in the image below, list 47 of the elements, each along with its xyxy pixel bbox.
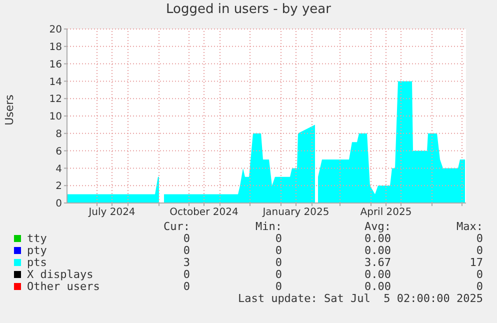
text: 3.67 bbox=[364, 256, 391, 269]
text: 0 bbox=[183, 268, 190, 281]
legend-label: Other users bbox=[27, 280, 100, 293]
x-tick-label: January 2025 bbox=[262, 207, 330, 218]
y-tick-label: 4 bbox=[56, 164, 62, 175]
text: Cur: bbox=[164, 220, 190, 233]
text: 0.00 bbox=[364, 232, 391, 245]
legend-label: X displays bbox=[27, 268, 94, 281]
y-tick-label: 2 bbox=[56, 181, 62, 192]
y-tick-label: 14 bbox=[49, 76, 62, 88]
text: 0 bbox=[275, 232, 282, 245]
text: 0.00 bbox=[364, 280, 391, 293]
text: 0 bbox=[275, 256, 282, 269]
y-tick-label: 20 bbox=[49, 24, 62, 36]
y-tick-label: 0 bbox=[56, 198, 62, 210]
y-tick-label: 10 bbox=[49, 112, 62, 123]
text: 0 bbox=[275, 280, 282, 293]
y-tick-label: 16 bbox=[49, 59, 62, 70]
text: 0 bbox=[275, 268, 282, 281]
text: Max: bbox=[456, 220, 483, 233]
legend-label: pty bbox=[27, 244, 47, 257]
y-tick-label: 8 bbox=[56, 128, 62, 140]
text: 0 bbox=[183, 232, 190, 245]
text: 0 bbox=[275, 244, 282, 257]
y-tick-label: 6 bbox=[56, 146, 62, 158]
x-tick-label: October 2024 bbox=[170, 207, 238, 218]
text: 0.00 bbox=[364, 268, 391, 281]
text: 0 bbox=[476, 268, 483, 281]
text: 0 bbox=[476, 280, 483, 293]
y-tick-label: 18 bbox=[49, 42, 62, 53]
text: Last update: Sat Jul 5 02:00:00 2025 bbox=[238, 292, 483, 305]
text: 0 bbox=[476, 244, 483, 257]
text: Avg: bbox=[364, 220, 391, 233]
text: Min: bbox=[256, 220, 282, 233]
text: 0 bbox=[183, 244, 190, 257]
chart-title: Logged in users - by year bbox=[164, 2, 332, 17]
text: 0.00 bbox=[364, 244, 391, 257]
legend-label: tty bbox=[27, 232, 47, 245]
text: 0 bbox=[476, 232, 483, 245]
y-tick-label: 12 bbox=[49, 94, 62, 106]
y-axis-title: Users bbox=[3, 94, 16, 126]
x-tick-label: July 2024 bbox=[88, 207, 136, 218]
text: 3 bbox=[183, 256, 190, 269]
x-tick-label: April 2025 bbox=[360, 207, 412, 218]
text: 17 bbox=[470, 256, 483, 269]
legend-label: pts bbox=[27, 256, 47, 269]
text: 0 bbox=[183, 280, 190, 293]
